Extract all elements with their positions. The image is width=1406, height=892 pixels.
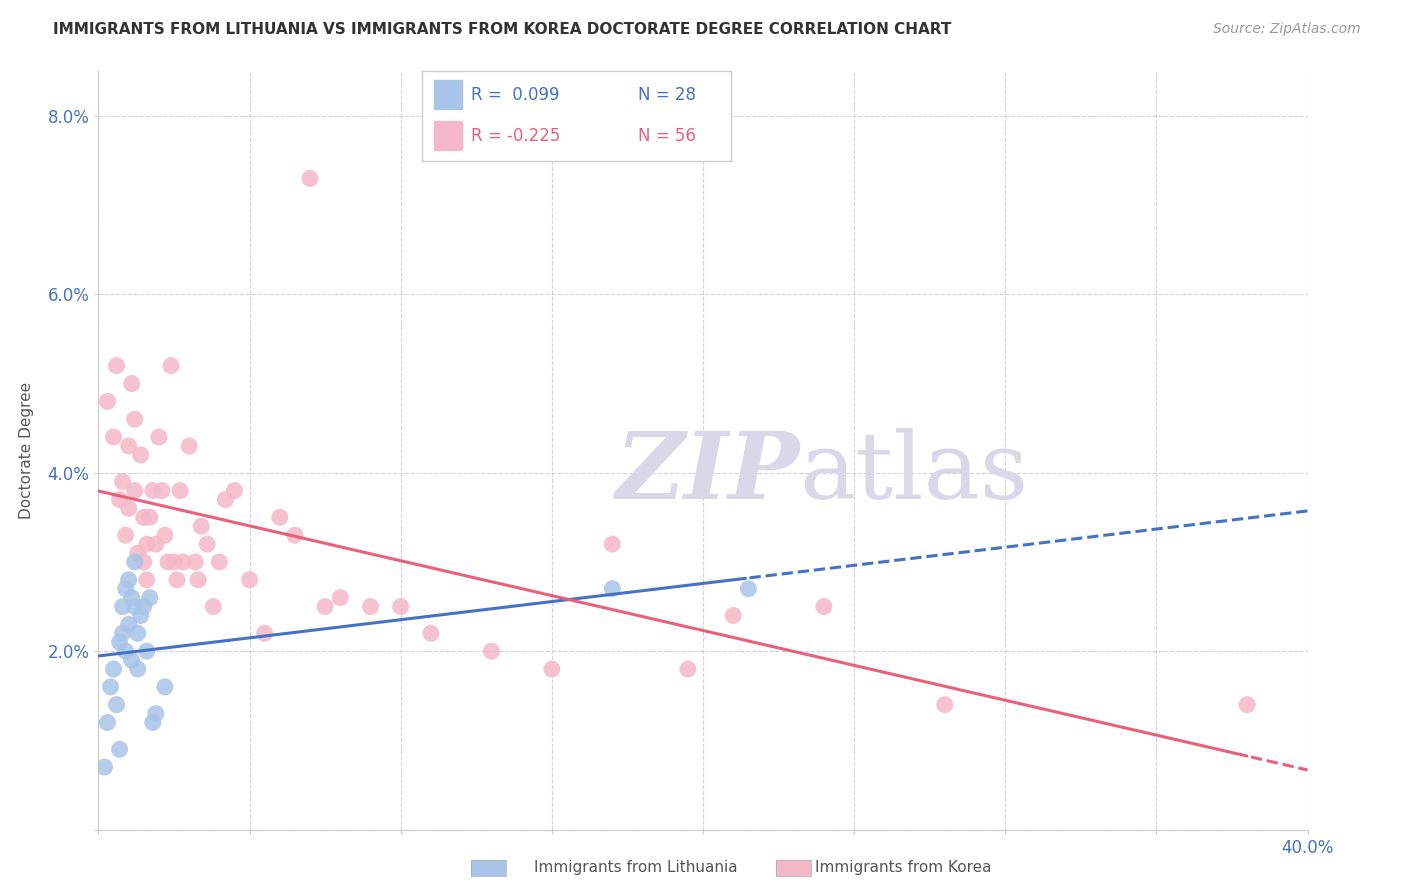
Point [142,715,165,730]
Point [284,528,307,542]
Point [602,537,624,551]
Point [224,483,246,498]
Point [118,573,141,587]
Text: Immigrants from Korea: Immigrants from Korea [815,860,993,874]
Point [160,359,183,373]
Point [108,492,131,507]
Point [129,608,152,623]
Point [121,653,143,667]
Point [148,430,170,444]
Point [127,546,149,560]
Text: IMMIGRANTS FROM LITHUANIA VS IMMIGRANTS FROM KOREA DOCTORATE DEGREE CORRELATION : IMMIGRANTS FROM LITHUANIA VS IMMIGRANTS … [53,22,952,37]
Point [132,599,155,614]
Text: atlas: atlas [800,428,1029,518]
Point [139,591,162,605]
Point [118,617,141,632]
Point [214,492,236,507]
Point [114,644,136,658]
Point [132,510,155,524]
Point [153,528,176,542]
Point [96,715,118,730]
Point [135,573,157,587]
Point [103,430,125,444]
Point [124,483,146,498]
Point [202,599,225,614]
Point [1236,698,1258,712]
Point [934,698,956,712]
Point [195,537,218,551]
Point [124,412,146,426]
Point [184,555,207,569]
Text: R =  0.099: R = 0.099 [471,86,560,103]
Point [602,582,624,596]
Point [111,626,134,640]
Point [111,475,134,489]
Point [124,599,146,614]
Text: ZIP: ZIP [616,428,800,518]
Point [129,448,152,462]
Point [737,582,759,596]
Point [105,359,128,373]
Point [239,573,262,587]
Point [105,698,128,712]
Point [169,483,191,498]
Point [121,376,143,391]
Point [118,439,141,453]
Point [676,662,699,676]
Point [208,555,231,569]
Bar [434,121,463,150]
Point [153,680,176,694]
Point [156,555,179,569]
Point [142,483,165,498]
Point [96,394,118,409]
Point [145,537,167,551]
Text: N = 56: N = 56 [638,127,696,145]
Point [166,573,188,587]
Text: N = 28: N = 28 [638,86,696,103]
Text: Source: ZipAtlas.com: Source: ZipAtlas.com [1213,22,1361,37]
Point [103,662,125,676]
Point [329,591,352,605]
Point [360,599,382,614]
Point [187,573,209,587]
Point [108,635,131,649]
Point [135,644,157,658]
Point [132,555,155,569]
Point [253,626,276,640]
Point [420,626,443,640]
Point [111,599,134,614]
Point [190,519,212,533]
Point [389,599,412,614]
Y-axis label: Doctorate Degree: Doctorate Degree [18,382,34,519]
Point [540,662,562,676]
Point [139,510,162,524]
Point [481,644,503,658]
Point [163,555,186,569]
Point [314,599,336,614]
Point [172,555,194,569]
Text: R = -0.225: R = -0.225 [471,127,561,145]
Point [100,680,122,694]
Point [299,171,322,186]
Point [118,501,141,516]
Bar [434,80,463,109]
Point [813,599,835,614]
Point [150,483,173,498]
Point [723,608,745,623]
Point [269,510,291,524]
Text: Immigrants from Lithuania: Immigrants from Lithuania [534,860,738,874]
Point [145,706,167,721]
Point [179,439,201,453]
Point [114,582,136,596]
Point [127,662,149,676]
Point [127,626,149,640]
Point [135,537,157,551]
Point [124,555,146,569]
Point [114,528,136,542]
Point [108,742,131,756]
Point [121,591,143,605]
Point [93,760,115,774]
